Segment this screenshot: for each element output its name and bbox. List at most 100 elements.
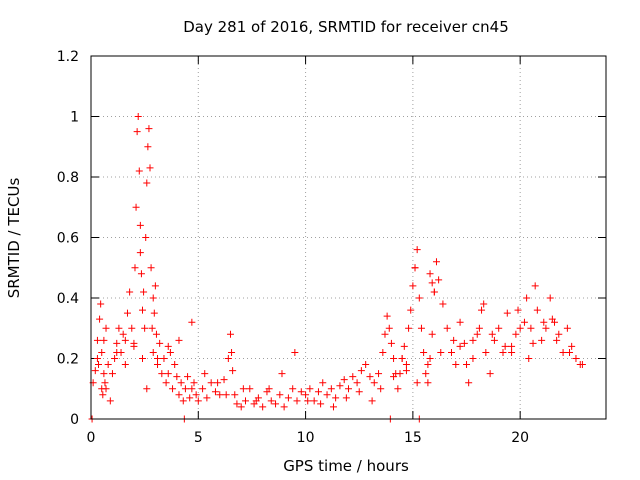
- data-point: [366, 373, 374, 381]
- data-point: [568, 342, 576, 350]
- grid-lines: [91, 56, 606, 419]
- data-point: [97, 300, 105, 308]
- data-point: [158, 370, 166, 378]
- data-point: [428, 330, 436, 338]
- data-point: [149, 348, 157, 356]
- data-point: [426, 355, 434, 362]
- data-point: [228, 348, 236, 356]
- data-point: [529, 339, 537, 347]
- data-point: [319, 379, 327, 387]
- data-point: [413, 246, 421, 254]
- data-point: [237, 403, 245, 411]
- data-point: [475, 324, 483, 332]
- data-point: [91, 367, 99, 375]
- data-point: [133, 128, 141, 136]
- data-point: [220, 376, 228, 384]
- data-point: [523, 294, 531, 302]
- data-point: [140, 288, 148, 296]
- data-point: [166, 348, 174, 356]
- data-point: [329, 403, 337, 411]
- plot-frame: [90, 55, 607, 420]
- x-tick-label: 0: [87, 430, 96, 446]
- data-point: [342, 394, 350, 402]
- data-point: [267, 397, 275, 405]
- data-point: [201, 370, 209, 378]
- data-point: [192, 391, 200, 399]
- data-point: [252, 397, 260, 405]
- data-point: [304, 397, 312, 405]
- data-point: [473, 330, 481, 338]
- data-point: [439, 300, 447, 308]
- data-point: [207, 379, 215, 387]
- data-point: [435, 276, 443, 284]
- data-point: [480, 300, 488, 308]
- data-point: [456, 342, 464, 350]
- data-point: [525, 355, 533, 362]
- data-point: [452, 361, 460, 369]
- data-point: [164, 342, 172, 350]
- data-point: [119, 330, 127, 338]
- data-point: [336, 382, 344, 390]
- data-point: [216, 391, 224, 399]
- data-point: [115, 324, 123, 332]
- y-tick-label: 0: [70, 412, 79, 428]
- data-point: [214, 379, 222, 387]
- data-point: [398, 355, 406, 362]
- data-point: [181, 385, 189, 393]
- data-point: [265, 385, 273, 393]
- data-point: [488, 330, 496, 338]
- data-point: [456, 318, 464, 326]
- data-point: [411, 264, 419, 272]
- data-point: [224, 355, 232, 362]
- data-point: [188, 385, 196, 393]
- data-point: [424, 361, 432, 369]
- data-point: [184, 373, 192, 381]
- data-point: [136, 249, 144, 257]
- data-point: [409, 282, 417, 290]
- data-point: [394, 385, 402, 393]
- data-point: [465, 379, 473, 387]
- data-point: [317, 400, 325, 408]
- data-point: [259, 403, 267, 411]
- data-point: [139, 355, 146, 362]
- data-point: [139, 306, 146, 314]
- data-point: [179, 397, 187, 405]
- data-point: [340, 376, 348, 384]
- data-point: [407, 306, 415, 314]
- data-point: [162, 379, 170, 387]
- y-tick-label: 0.2: [57, 352, 79, 368]
- data-point: [566, 348, 574, 356]
- data-point: [417, 324, 425, 332]
- data-point: [96, 315, 104, 323]
- data-point: [463, 361, 471, 369]
- data-point: [387, 339, 395, 347]
- data-point: [297, 388, 305, 396]
- data-point: [482, 348, 490, 356]
- data-point: [448, 348, 455, 356]
- data-point: [379, 348, 387, 356]
- y-tick-label: 0.6: [57, 231, 79, 247]
- y-tick-label: 0.4: [57, 291, 79, 307]
- data-point: [390, 373, 398, 381]
- x-axis-label: GPS time / hours: [283, 457, 409, 475]
- data-point: [501, 342, 509, 350]
- data-point: [199, 385, 207, 393]
- data-point: [121, 361, 129, 369]
- data-point: [357, 367, 365, 375]
- data-point: [402, 367, 410, 375]
- data-point: [173, 373, 181, 381]
- data-point: [100, 370, 108, 378]
- data-point: [516, 324, 524, 332]
- data-point: [405, 324, 413, 332]
- data-point: [362, 361, 370, 369]
- axis-ticks: 0 0.2 0.4 0.6 0.8 1 1.2 0 5 10 15 20: [57, 49, 606, 446]
- data-point: [280, 403, 288, 411]
- data-point: [137, 270, 145, 278]
- data-point: [310, 397, 318, 405]
- data-point: [400, 342, 408, 350]
- data-point: [106, 397, 114, 405]
- data-point: [111, 355, 119, 362]
- data-point: [503, 309, 511, 317]
